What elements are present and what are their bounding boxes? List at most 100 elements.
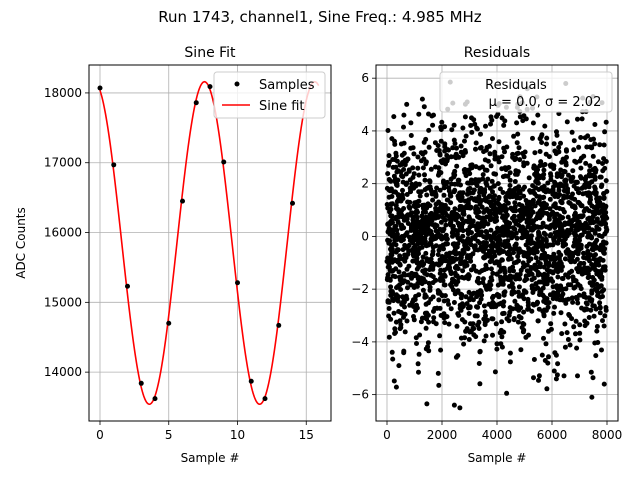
residual-point [522, 149, 528, 155]
residual-point [596, 262, 602, 268]
residual-point [602, 129, 608, 135]
residual-point [464, 326, 470, 332]
residual-point [497, 204, 503, 210]
residual-point [423, 161, 429, 167]
residual-point [548, 177, 554, 183]
residual-point [449, 279, 455, 285]
residual-point [533, 255, 539, 261]
residual-point [473, 146, 478, 152]
residual-point [495, 111, 501, 117]
residual-point [422, 310, 428, 316]
residual-point [513, 306, 519, 311]
residual-point [423, 346, 429, 352]
residual-point [576, 219, 582, 225]
residual-point [583, 220, 589, 226]
residual-point [467, 238, 473, 244]
residual-point [481, 255, 487, 261]
residual-point [603, 305, 609, 310]
residual-point [548, 326, 554, 332]
residual-point [448, 271, 454, 277]
residual-point [536, 373, 542, 379]
residual-point [562, 344, 568, 350]
residual-point [545, 180, 551, 186]
residual-point [406, 263, 412, 269]
residual-point [544, 141, 549, 147]
residual-point [476, 326, 482, 331]
residual-point [600, 294, 605, 299]
residual-point [546, 154, 552, 160]
residual-point [423, 250, 429, 256]
sine-fit-curve [99, 80, 320, 406]
residual-point [417, 332, 423, 338]
residual-point [499, 319, 505, 325]
residual-point [393, 384, 399, 390]
residual-point [541, 264, 547, 270]
residual-point [463, 203, 469, 209]
residual-point [507, 305, 513, 311]
residual-point [450, 287, 456, 293]
residual-point [490, 270, 496, 276]
residual-point [434, 214, 440, 220]
residual-point [483, 235, 489, 241]
residual-point [397, 318, 403, 324]
residual-point [524, 262, 530, 268]
residual-point [571, 217, 576, 223]
residual-point [564, 330, 570, 336]
sine-fit-title: Sine Fit [184, 45, 236, 61]
residual-point [573, 179, 579, 185]
residual-point [477, 165, 483, 171]
residual-point [436, 247, 442, 253]
residual-point [401, 348, 407, 354]
residual-point [516, 145, 522, 151]
residual-point [562, 220, 568, 226]
residual-point [390, 164, 396, 170]
residual-point [438, 347, 444, 353]
residual-point [435, 252, 441, 258]
residual-point [602, 165, 608, 171]
residual-point [396, 269, 402, 275]
residual-point [420, 287, 426, 293]
residual-point [477, 145, 483, 151]
residual-point [486, 143, 492, 149]
residual-point [462, 138, 467, 144]
residual-point [476, 214, 481, 220]
residual-point [578, 174, 583, 180]
residual-point [390, 356, 396, 362]
residual-point [590, 153, 596, 159]
residual-point [570, 223, 576, 229]
residual-point [591, 313, 597, 319]
residual-point [521, 193, 527, 199]
residual-point [591, 253, 597, 259]
residual-point [552, 350, 558, 356]
residual-point [526, 199, 532, 205]
residual-point [510, 225, 516, 231]
residual-point [534, 214, 540, 220]
residual-point [599, 276, 605, 282]
residual-point [470, 251, 476, 257]
residual-point [502, 239, 508, 245]
residual-point [398, 141, 404, 147]
residual-point [456, 223, 462, 229]
residual-point [532, 150, 538, 156]
sample-point [235, 280, 240, 286]
residual-point [538, 224, 543, 230]
residual-point [384, 258, 390, 264]
residual-point [563, 297, 569, 303]
residuals-legend-label: Residuals [485, 78, 547, 93]
residual-point [388, 284, 394, 290]
residual-point [590, 303, 596, 309]
residual-point [436, 171, 442, 177]
residual-point [546, 263, 552, 269]
residual-point [507, 183, 513, 188]
residual-point [504, 144, 510, 150]
residual-point [555, 274, 561, 280]
residual-point [416, 111, 422, 117]
residuals-ytick-label: −6 [351, 388, 369, 402]
residual-point [536, 377, 541, 383]
residual-point [425, 201, 431, 207]
residual-point [544, 188, 550, 194]
residual-point [588, 307, 594, 313]
residual-point [603, 119, 609, 125]
residual-point [526, 236, 532, 242]
residual-point [469, 165, 475, 171]
